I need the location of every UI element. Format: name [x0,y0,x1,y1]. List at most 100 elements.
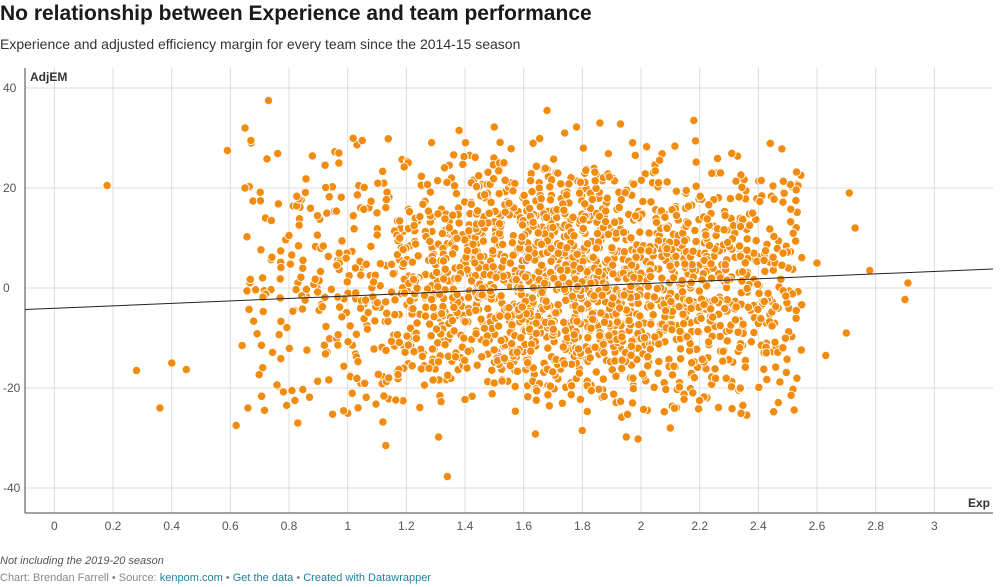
data-point [392,330,403,340]
data-point [743,302,754,312]
data-point [703,337,714,347]
data-point [553,279,563,289]
data-point [524,203,535,214]
data-point [320,160,330,170]
data-point [601,283,611,293]
data-point [536,194,546,204]
data-point [665,261,675,271]
data-point [546,256,556,266]
data-point [489,378,499,388]
data-point [375,259,386,269]
data-point [691,181,701,191]
data-point [237,340,247,351]
data-point [475,251,486,262]
data-point [440,339,450,350]
data-point [812,258,822,268]
data-point [730,315,741,325]
data-point [512,366,523,376]
data-point [298,384,308,395]
data-point [463,346,473,356]
x-tick-label: 1.6 [515,519,532,533]
data-point [493,321,504,331]
data-point [287,250,297,260]
data-point [496,291,506,301]
data-point [574,368,585,378]
data-point [603,229,614,239]
data-point [592,228,603,239]
data-point [439,274,449,284]
data-point [410,239,421,249]
data-point [535,202,545,212]
get-data-link[interactable]: Get the data [232,572,294,584]
data-point [499,158,509,168]
data-point [470,152,480,162]
data-point [755,196,765,207]
data-point [671,186,682,196]
data-point [740,362,750,372]
data-point [749,327,759,338]
data-point [582,406,592,417]
data-point [428,256,438,266]
data-point [466,276,477,286]
data-point [417,351,428,361]
data-point [447,249,458,259]
data-point [643,281,653,292]
data-point [654,155,665,165]
data-point [660,305,671,316]
data-point [536,239,547,249]
data-point [543,343,553,353]
data-point [786,204,796,214]
data-point [409,346,419,357]
data-point [556,179,566,189]
data-point [564,179,574,189]
data-point [525,176,536,186]
data-point [255,196,266,206]
data-point [542,105,552,116]
data-point [507,338,517,349]
data-point [693,326,703,337]
data-point [662,223,672,233]
data-point [548,154,559,164]
data-point [331,206,342,216]
data-point [686,303,696,313]
data-point [440,214,450,224]
data-point [451,188,462,199]
data-point [321,182,331,193]
data-point [594,211,605,222]
data-point [667,324,677,335]
data-point [349,224,359,234]
data-point [301,284,312,295]
data-point [485,286,496,296]
data-point [797,300,807,310]
data-point [558,342,568,352]
data-point [615,119,626,129]
data-point [612,317,623,327]
data-point [767,321,777,331]
data-point [487,389,497,399]
data-point [442,177,452,188]
data-point [460,235,470,245]
data-point [450,352,461,362]
data-point [560,325,571,336]
data-point [599,347,609,358]
datawrapper-link[interactable]: Created with Datawrapper [303,572,432,584]
data-point [355,303,366,313]
data-point [488,262,498,272]
data-point [702,214,712,224]
footnote: Not including the 2019-20 season [0,555,164,567]
data-point [590,176,600,186]
data-point [435,289,445,299]
data-point [324,192,334,202]
data-point [575,263,585,274]
data-point [597,290,607,300]
data-point [548,222,558,233]
data-point [478,236,489,246]
data-point [381,202,391,213]
source-link[interactable]: kenpom.com [159,572,223,584]
data-point [780,333,791,343]
data-point [442,471,453,482]
data-point [654,339,664,349]
data-point [742,245,752,255]
data-point [505,360,515,371]
data-point [742,234,752,244]
